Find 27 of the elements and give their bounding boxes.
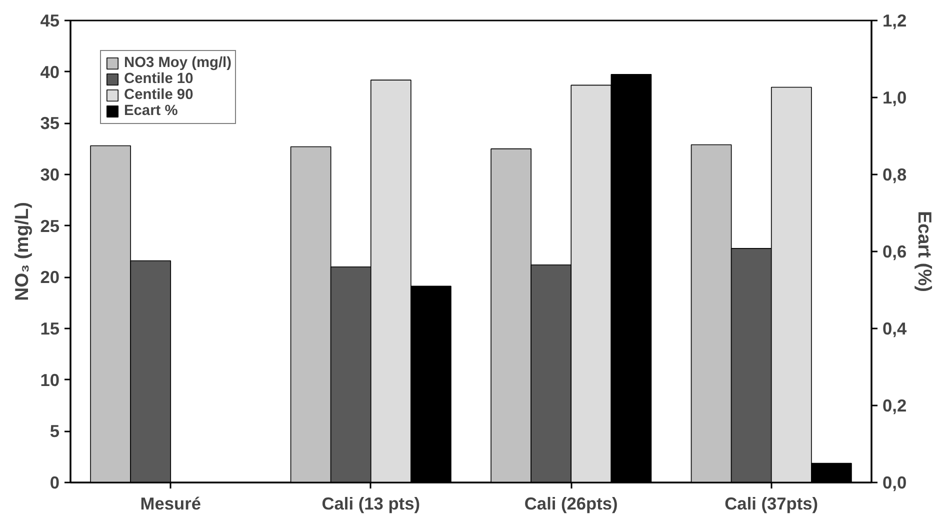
x-tick-label: Cali (26pts): [524, 494, 618, 514]
y2-axis-title: Ecart (%): [914, 211, 936, 292]
y-tick-label: 20: [40, 267, 60, 288]
legend-label: Centile 10: [124, 71, 194, 87]
y-tick-label: 25: [40, 216, 60, 236]
legend-label: Ecart %: [124, 103, 178, 119]
y-tick-label: 10: [40, 370, 60, 390]
y-tick-label: 30: [40, 164, 60, 184]
y2-tick-label: 0,0: [882, 472, 907, 492]
y-tick-label: 45: [40, 10, 60, 30]
y-tick-label: 5: [50, 421, 60, 442]
x-tick-label: Mesuré: [140, 494, 202, 514]
y-axis-title: NO₃ (mg/L): [11, 202, 32, 301]
y2-tick-label: 0,8: [882, 164, 907, 184]
y2-tick-label: 1,0: [882, 88, 907, 108]
y-tick-label: 35: [40, 113, 60, 134]
y2-tick-label: 1,2: [882, 10, 907, 30]
legend-label: Centile 90: [124, 87, 194, 103]
x-tick-label: Cali (37pts): [724, 494, 818, 514]
y-tick-label: 40: [40, 62, 60, 82]
y2-tick-label: 0,2: [882, 396, 907, 416]
x-tick-label: Cali (13 pts): [322, 494, 420, 514]
y-tick-label: 0: [50, 472, 60, 492]
legend-label: NO3 Moy (mg/l): [124, 55, 232, 71]
y2-tick-label: 0,4: [882, 318, 907, 338]
y2-tick-label: 0,6: [882, 242, 907, 262]
y-tick-label: 15: [40, 318, 60, 338]
